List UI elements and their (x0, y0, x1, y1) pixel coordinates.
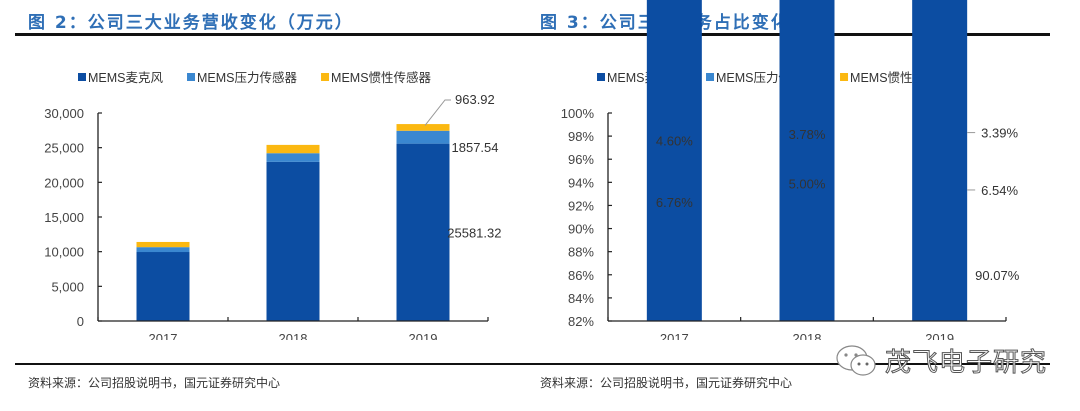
legend: MEMS麦克风 MEMS压力传感器 MEMS惯性传感器 (78, 70, 432, 85)
data-label-2019-mic: 25581.32 (447, 225, 501, 240)
data-label-2018-pressure: 5.00% (789, 176, 826, 191)
bar-2017-mic (646, 0, 702, 321)
y-tick-label: 5,000 (51, 279, 84, 294)
title-divider (15, 33, 540, 36)
bar-group-2018 (779, 0, 835, 321)
legend-item-inertial: MEMS惯性传感器 (321, 70, 432, 85)
watermark-text: 茂飞电子研究 (884, 348, 1048, 379)
revenue-panel: 图 2：公司三大业务营收变化（万元） MEMS麦克风 MEMS压力传感器 MEMS惯… (15, 13, 540, 390)
x-tick-label-2017: 2017 (149, 331, 178, 340)
data-label-2017-pressure: 6.76% (656, 195, 693, 210)
legend-label-pressure: MEMS压力传感器 (197, 70, 298, 85)
y-tick-label: 0 (77, 314, 84, 329)
revenue-source-note: 资料来源：公司招股说明书，国元证券研究中心 (28, 376, 281, 390)
share-panel: 图 3：公司三大业务占比变化 MEMS麦克风MEMS压力传感器MEMS惯性传感器… (540, 0, 1080, 411)
bar-2018-pressure (266, 153, 320, 162)
share-source-note: 资料来源：公司招股说明书，国元证券研究中心 (540, 376, 793, 390)
bar-2018-inertial (266, 144, 320, 154)
footer-divider (15, 363, 540, 365)
bar-2018-mic (266, 161, 320, 321)
legend-swatch-pressure (187, 73, 196, 81)
bar-2019-mic (396, 143, 450, 321)
bar-group-2017 (136, 241, 190, 321)
wechat-icon (836, 344, 876, 376)
revenue-chart-title: 图 2：公司三大业务营收变化（万元） (28, 13, 354, 33)
legend-swatch-inertial (840, 73, 849, 81)
bar-group-2018 (266, 144, 320, 321)
bar-group-2017 (646, 0, 702, 321)
legend-swatch-mic (597, 73, 605, 81)
y-tick-label: 82% (568, 314, 594, 329)
data-label-2019-pressure: 1857.54 (452, 140, 499, 155)
bar-2017-mic (136, 252, 190, 321)
y-tick-label: 84% (568, 291, 594, 306)
data-label-2019-mic: 90.07% (975, 268, 1020, 283)
y-tick-label: 86% (568, 268, 594, 283)
y-tick-label: 15,000 (44, 210, 84, 225)
bar-2019-mic (912, 0, 968, 321)
y-tick-label: 25,000 (44, 141, 84, 156)
data-label-2019-pressure: 6.54% (981, 183, 1018, 198)
leader-line (424, 99, 451, 126)
footer-divider (540, 363, 1050, 365)
data-label-2018-inertial: 3.78% (789, 127, 826, 142)
y-tick-label: 30,000 (44, 106, 84, 121)
share-chart: MEMS麦克风 MEMS压力传感器 MEMS惯性传感器82%84%86%88%90%… (561, 0, 1020, 340)
data-label-2017-inertial: 4.60% (656, 134, 693, 149)
y-tick-label: 98% (568, 129, 594, 144)
x-tick-label-2018: 2018 (793, 331, 822, 340)
y-tick-label: 92% (568, 198, 594, 213)
data-label-2019-inertial: 3.39% (981, 126, 1018, 141)
revenue-chart: MEMS麦克风 MEMS压力传感器 MEMS惯性传感器 0 5,000 10,000 15,… (44, 70, 501, 340)
watermark: 茂飞电子研究 (835, 342, 1047, 379)
x-tick-label-2019: 2019 (409, 331, 438, 340)
data-label-2019-inertial: 963.92 (455, 92, 495, 107)
y-tick-label: 96% (568, 152, 594, 167)
legend-label-inertial: MEMS惯性传感器 (331, 70, 432, 85)
legend-swatch-mic (78, 73, 86, 81)
x-tick-label-2018: 2018 (279, 331, 308, 340)
bar-group-2019 (912, 0, 968, 321)
legend-label-mic: MEMS麦克风 (88, 71, 164, 85)
bar-2017-pressure (136, 247, 190, 253)
legend-swatch-inertial (321, 73, 330, 81)
bar-2018-mic (779, 0, 835, 321)
legend-item-pressure: MEMS压力传感器 (187, 70, 298, 85)
legend-swatch-pressure (706, 73, 715, 81)
bar-2019-inertial (396, 124, 450, 131)
y-tick-label: 94% (568, 175, 594, 190)
x-tick-label-2017: 2017 (660, 331, 689, 340)
y-tick-label: 20,000 (44, 175, 84, 190)
y-tick-label: 100% (561, 106, 595, 121)
bar-2019-pressure (396, 130, 450, 144)
bar-2017-inertial (136, 241, 190, 248)
y-tick-label: 90% (568, 222, 594, 237)
x-tick-label-2019: 2019 (925, 331, 954, 340)
legend-item-mic: MEMS麦克风 (78, 71, 164, 85)
y-tick-label: 88% (568, 245, 594, 260)
bar-group-2019 (396, 124, 450, 321)
y-tick-label: 10,000 (44, 245, 84, 260)
